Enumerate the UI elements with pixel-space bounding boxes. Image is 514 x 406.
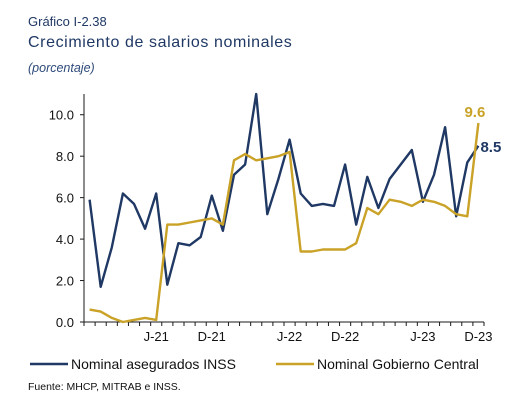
y-tick-label: 0.0 [56,315,74,330]
legend-entry: Nominal asegurados INSS [71,356,236,372]
y-tick-label: 10.0 [49,108,74,123]
x-tick-label: J-23 [410,329,435,344]
legend-entry: Nominal Gobierno Central [317,356,479,372]
chart-series: 8.5 9.6 [88,92,501,324]
end-data-label: 8.5 [480,139,501,156]
chart-subtitle: (porcentaje) [28,61,95,75]
chart-label: Gráfico I-2.38 [28,14,107,29]
x-tick-label: D-21 [198,329,226,344]
y-tick-label: 6.0 [56,191,74,206]
source-note: Fuente: MHCP, MITRAB e INSS. [28,381,181,393]
chart-title: Crecimiento de salarios nominales [28,34,293,51]
series-line-1 [88,92,480,288]
series-line-2 [89,122,480,324]
y-tick-label: 8.0 [56,149,74,164]
chart-axes: 0.0 2.0 4.0 6.0 8.0 10.0 J-21 D-21 J-22 D-22 J-23 D… [49,94,493,344]
y-tick-label: 2.0 [56,274,74,289]
x-tick-label: J-21 [144,329,169,344]
x-tick-label: D-23 [464,329,492,344]
y-tick-label: 4.0 [56,232,74,247]
x-tick-label: J-22 [277,329,302,344]
end-data-label: 9.6 [464,104,485,121]
x-tick-label: D-22 [331,329,359,344]
chart-legend: Nominal asegurados INSS Nominal Gobierno … [30,356,479,372]
